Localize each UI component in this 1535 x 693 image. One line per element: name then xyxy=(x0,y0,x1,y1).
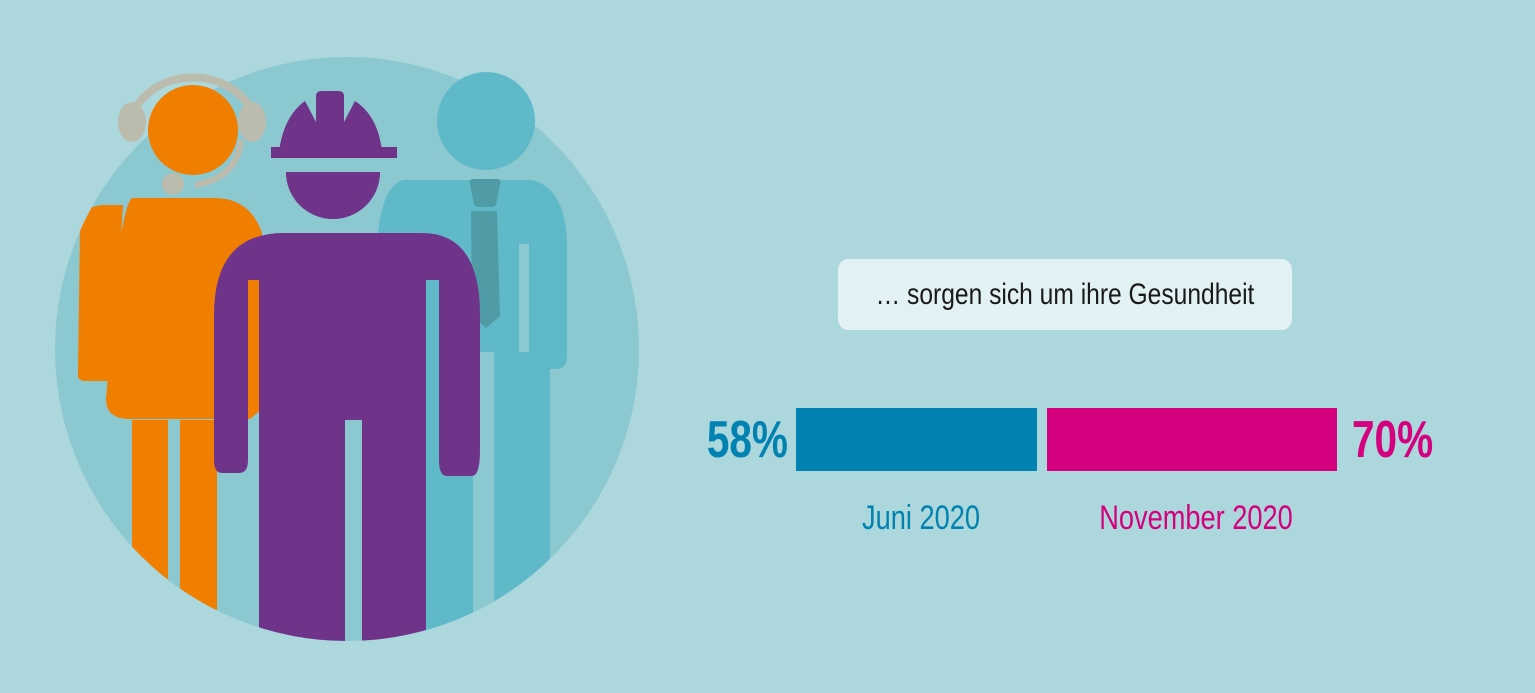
question-text: … sorgen sich um ihre Gesundheit xyxy=(875,277,1255,311)
label-juni-2020: Juni 2020 xyxy=(862,499,980,537)
value-november-2020: 70% xyxy=(1352,411,1434,469)
workers-illustration xyxy=(55,57,639,641)
construction-worker-icon xyxy=(214,91,480,641)
question-box: … sorgen sich um ihre Gesundheit xyxy=(837,259,1293,330)
bar-juni-2020 xyxy=(796,408,1037,471)
value-juni-2020: 58% xyxy=(706,411,788,469)
label-november-2020: November 2020 xyxy=(1099,499,1293,537)
bar-november-2020 xyxy=(1047,408,1337,471)
hard-hat-icon xyxy=(271,91,391,157)
